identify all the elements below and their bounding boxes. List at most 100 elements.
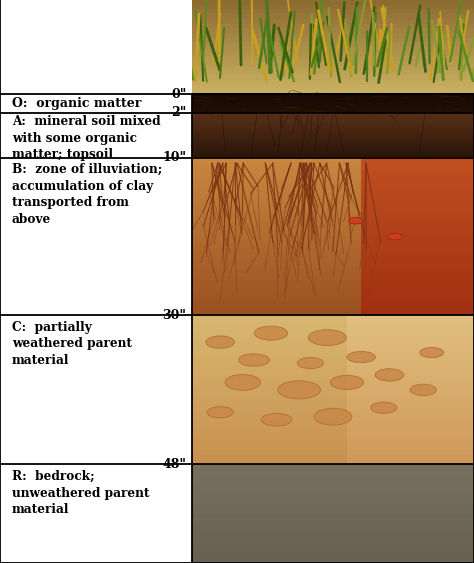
- Bar: [192, 484, 474, 494]
- Bar: [192, 439, 474, 445]
- Text: 48": 48": [162, 458, 186, 471]
- Ellipse shape: [314, 408, 352, 425]
- Bar: [192, 315, 474, 320]
- Ellipse shape: [375, 369, 403, 381]
- Bar: [192, 177, 474, 181]
- Bar: [361, 236, 474, 240]
- Bar: [192, 311, 474, 315]
- Ellipse shape: [330, 376, 364, 390]
- Bar: [192, 260, 474, 264]
- Bar: [361, 271, 474, 276]
- Ellipse shape: [371, 402, 397, 413]
- Bar: [192, 287, 474, 292]
- Bar: [361, 196, 474, 201]
- Bar: [192, 28, 474, 33]
- Bar: [192, 135, 474, 137]
- Text: 0": 0": [171, 87, 186, 101]
- Bar: [192, 89, 474, 94]
- Bar: [192, 220, 474, 225]
- Bar: [192, 355, 474, 360]
- Bar: [192, 216, 474, 221]
- Bar: [192, 128, 474, 131]
- Bar: [347, 404, 474, 410]
- Bar: [347, 345, 474, 350]
- Bar: [192, 399, 474, 405]
- Bar: [361, 193, 474, 197]
- Bar: [347, 330, 474, 335]
- Bar: [192, 121, 474, 124]
- Bar: [192, 279, 474, 284]
- Bar: [192, 345, 474, 350]
- Bar: [192, 334, 474, 340]
- Bar: [192, 248, 474, 252]
- Bar: [192, 449, 474, 454]
- Bar: [347, 325, 474, 330]
- Bar: [192, 51, 474, 56]
- Bar: [361, 173, 474, 177]
- Bar: [192, 148, 474, 151]
- Bar: [347, 390, 474, 395]
- Bar: [361, 181, 474, 185]
- Bar: [192, 291, 474, 296]
- Bar: [347, 385, 474, 390]
- Bar: [192, 200, 474, 205]
- Bar: [347, 409, 474, 415]
- Bar: [192, 303, 474, 307]
- Ellipse shape: [261, 413, 292, 426]
- Bar: [192, 464, 474, 474]
- Bar: [192, 123, 474, 126]
- Bar: [361, 189, 474, 193]
- Bar: [192, 9, 474, 14]
- Bar: [192, 212, 474, 217]
- Bar: [192, 146, 474, 149]
- Bar: [192, 0, 474, 5]
- Bar: [192, 23, 474, 28]
- Bar: [192, 374, 474, 380]
- Bar: [361, 307, 474, 311]
- Bar: [347, 419, 474, 425]
- Bar: [192, 394, 474, 400]
- Bar: [192, 364, 474, 370]
- Bar: [361, 244, 474, 248]
- Bar: [192, 155, 474, 158]
- Bar: [192, 185, 474, 189]
- Bar: [192, 459, 474, 464]
- Bar: [192, 95, 474, 98]
- Bar: [361, 228, 474, 233]
- Bar: [192, 84, 474, 90]
- Bar: [192, 126, 474, 128]
- Bar: [192, 275, 474, 280]
- Bar: [347, 454, 474, 459]
- Bar: [192, 141, 474, 144]
- Bar: [192, 75, 474, 80]
- Text: 30": 30": [162, 309, 186, 322]
- Bar: [192, 161, 474, 166]
- Bar: [347, 424, 474, 430]
- Bar: [361, 256, 474, 260]
- Bar: [192, 385, 474, 390]
- Text: A:  mineral soil mixed
with some organic
matter; topsoil: A: mineral soil mixed with some organic …: [12, 115, 161, 162]
- Bar: [192, 232, 474, 236]
- Bar: [361, 287, 474, 292]
- Bar: [192, 553, 474, 563]
- Bar: [361, 275, 474, 280]
- Bar: [192, 110, 474, 113]
- Bar: [361, 263, 474, 268]
- Ellipse shape: [207, 406, 233, 418]
- Text: 2": 2": [171, 106, 186, 119]
- Ellipse shape: [388, 233, 402, 240]
- Bar: [192, 513, 474, 524]
- Bar: [192, 271, 474, 276]
- Bar: [192, 474, 474, 484]
- Bar: [192, 444, 474, 449]
- Bar: [192, 263, 474, 268]
- Bar: [192, 169, 474, 173]
- Bar: [192, 299, 474, 303]
- Bar: [192, 320, 474, 325]
- Bar: [192, 4, 474, 10]
- Text: O:  organic matter: O: organic matter: [12, 97, 141, 110]
- Bar: [192, 32, 474, 38]
- Bar: [192, 137, 474, 140]
- Bar: [192, 454, 474, 459]
- Bar: [347, 359, 474, 365]
